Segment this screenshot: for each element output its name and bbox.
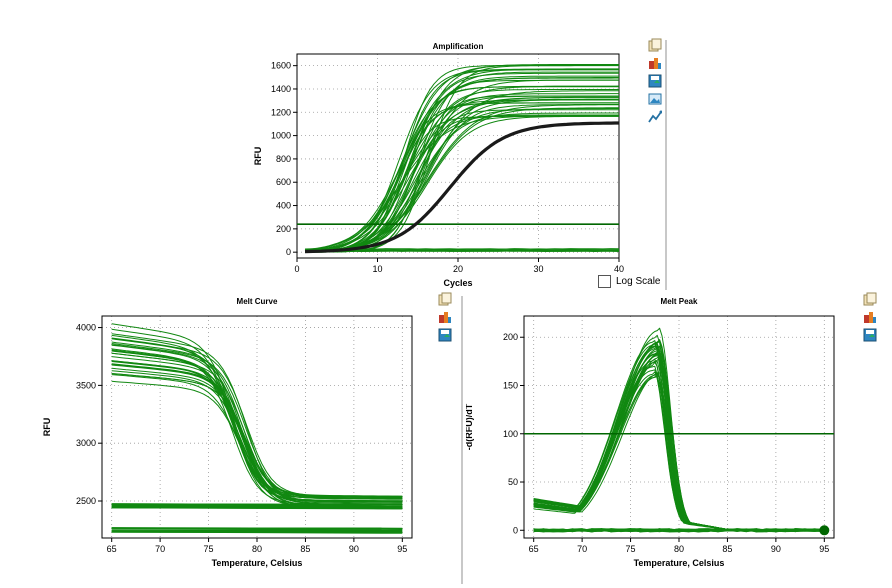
export-icon[interactable] [438,310,452,324]
y-tick-label: 1200 [271,107,291,117]
series-line [111,527,403,529]
plot-frame [296,53,620,259]
x-tick-label: 10 [372,264,382,274]
y-tick-label: 3500 [76,380,96,390]
series-line [304,249,619,251]
series-line [305,104,619,253]
y-tick-label: 0 [286,247,291,257]
image-icon[interactable] [648,92,662,106]
y-tick-label: 1600 [271,61,291,71]
panel-divider [461,296,463,584]
series-line [304,115,619,253]
end-point-marker [819,525,830,536]
save-icon[interactable] [863,328,877,342]
y-tick-label: 1400 [271,84,291,94]
export-icon[interactable] [863,310,877,324]
series-line [111,323,403,503]
series-group [524,327,834,536]
series-line [533,352,825,531]
copy-icon[interactable] [863,292,877,306]
export-icon[interactable] [648,56,662,70]
x-tick-label: 75 [204,544,214,554]
series-line [111,370,403,508]
series-line [111,349,403,500]
chart-title: Amplification [433,42,484,51]
y-axis-label: -d(RFU)/dT [466,403,474,450]
series-line [304,115,619,251]
x-tick-label: 90 [349,544,359,554]
series-line [304,79,619,253]
x-tick-label: 95 [397,544,407,554]
y-tick-label: 4000 [76,323,96,333]
y-tick-label: 150 [503,380,518,390]
x-tick-label: 80 [252,544,262,554]
log-scale-label: Log Scale [616,276,661,287]
x-tick-label: 70 [577,544,587,554]
y-tick-label: 2500 [76,496,96,506]
x-axis-label: Temperature, Celsius [634,558,725,568]
series-line [305,65,619,253]
chart-title: Melt Peak [661,297,698,306]
x-tick-label: 30 [533,264,543,274]
y-tick-label: 50 [508,477,518,487]
series-group [297,64,619,254]
y-tick-label: 400 [276,201,291,211]
melt-peak-toolbar [863,292,877,342]
series-line [533,346,825,531]
series-line [304,108,619,253]
y-tick-label: 200 [503,332,518,342]
y-tick-label: 600 [276,177,291,187]
series-line [304,68,619,252]
series-group [111,323,403,534]
series-line [305,109,619,253]
series-line [304,69,619,253]
series-line [111,361,403,507]
y-axis-label: RFU [42,418,52,437]
y-tick-label: 1000 [271,131,291,141]
y-tick-label: 200 [276,224,291,234]
log-scale-checkbox[interactable] [598,275,611,288]
x-tick-label: 80 [674,544,684,554]
x-tick-label: 90 [771,544,781,554]
x-tick-label: 65 [107,544,117,554]
series-line [304,107,619,252]
copy-icon[interactable] [438,292,452,306]
x-axis-label: Temperature, Celsius [212,558,303,568]
x-tick-label: 85 [300,544,310,554]
x-tick-label: 40 [614,264,624,274]
x-tick-label: 70 [155,544,165,554]
x-tick-label: 20 [453,264,463,274]
melt-curve-toolbar [438,292,452,342]
series-line [304,104,619,252]
x-axis-label: Cycles [443,278,472,288]
y-axis-label: RFU [253,147,263,166]
x-tick-label: 95 [819,544,829,554]
series-line [304,98,619,251]
amplification-toolbar [648,38,662,124]
x-tick-label: 85 [722,544,732,554]
series-line [304,64,619,252]
series-line [111,352,403,502]
y-tick-label: 0 [513,525,518,535]
y-tick-label: 3000 [76,438,96,448]
series-line [111,348,403,506]
panel-divider [665,40,667,290]
save-icon[interactable] [438,328,452,342]
log-scale-toggle[interactable]: Log Scale [598,275,660,288]
melt-curve-chart: Melt Curve 65 70 75 80 85 90 95 2500 3000 3500 4000… [42,297,413,568]
y-tick-label: 800 [276,154,291,164]
y-tick-label: 100 [503,429,518,439]
x-tick-label: 75 [626,544,636,554]
highlighted-series-line [304,121,619,254]
chart-title: Melt Curve [237,297,278,306]
x-tick-label: 65 [529,544,539,554]
copy-icon[interactable] [648,38,662,52]
series-line [305,115,619,253]
trend-icon[interactable] [648,110,662,124]
series-line [111,373,403,498]
save-icon[interactable] [648,74,662,88]
x-tick-label: 0 [294,264,299,274]
melt-peak-chart: Melt Peak 65 70 75 80 85 90 95 0 50 100 150 200 Tempe… [466,297,835,568]
